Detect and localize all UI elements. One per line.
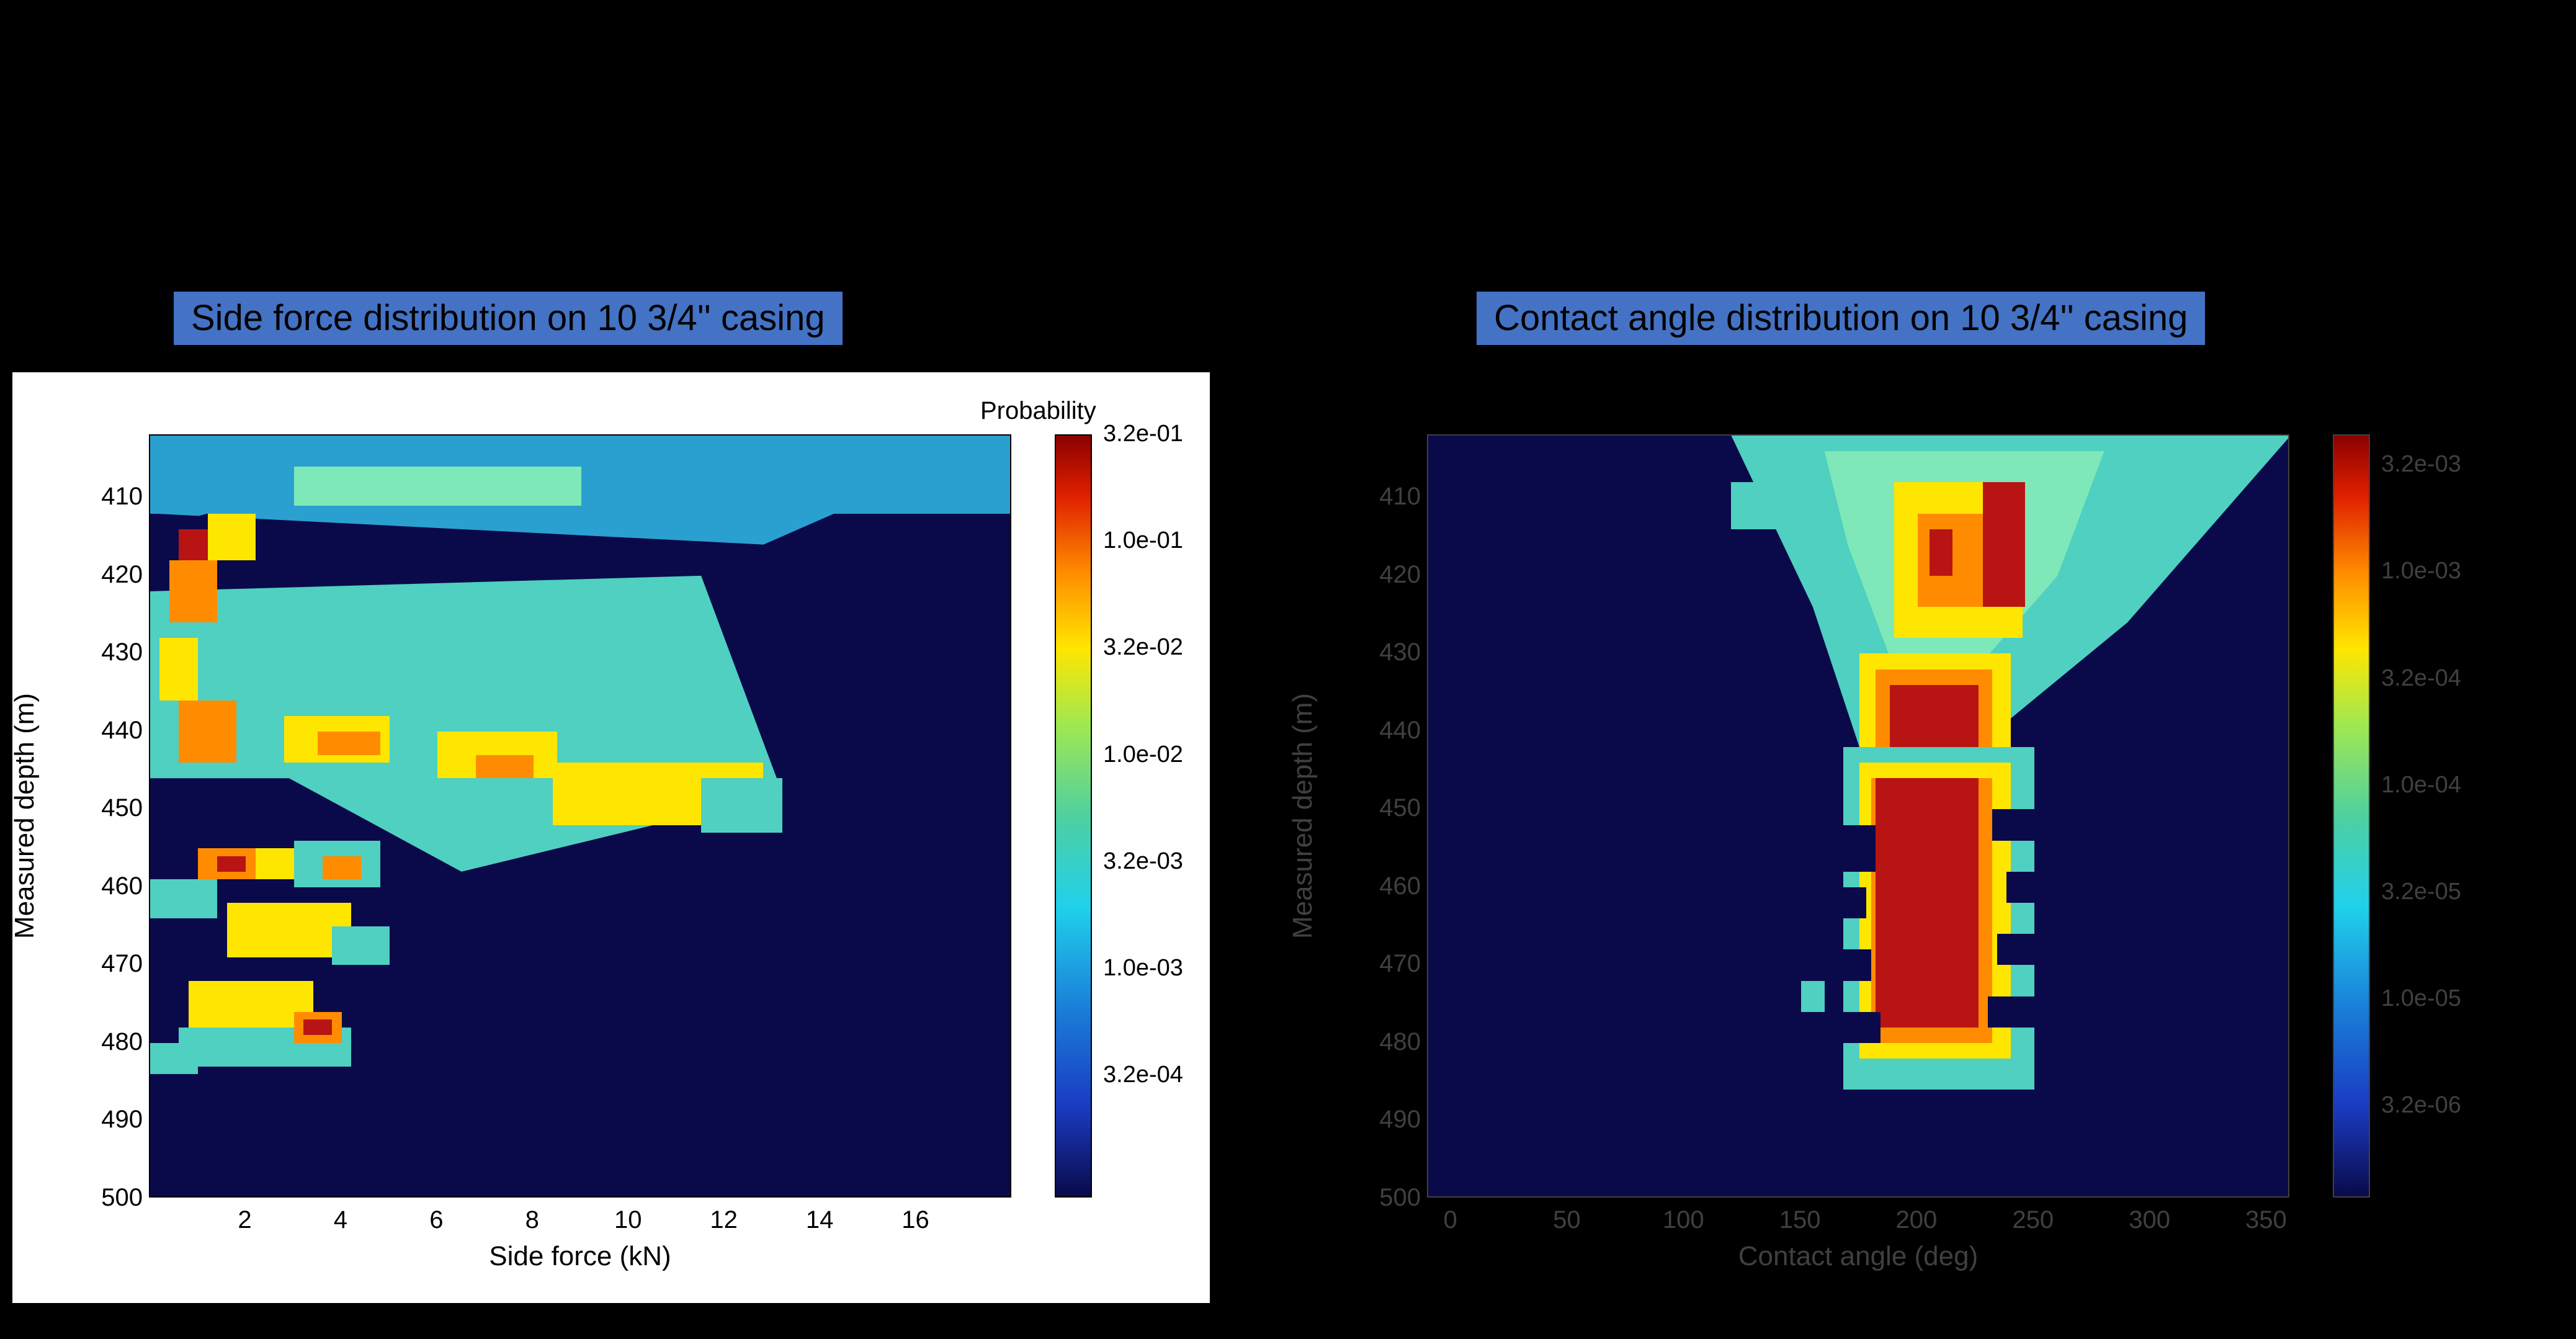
left-colorbar-title: Probability <box>980 397 1096 425</box>
left-ytick: 420 <box>81 561 143 589</box>
left-cb-tick: 1.0e-03 <box>1103 955 1183 982</box>
right-xtick: 300 <box>2125 1206 2175 1234</box>
right-ytick: 500 <box>1359 1184 1421 1212</box>
right-ytick: 470 <box>1359 950 1421 978</box>
right-cb-tick: 1.0e-05 <box>2381 985 2461 1012</box>
right-ytick: 490 <box>1359 1106 1421 1134</box>
right-ylabel: Measured depth (m) <box>1287 693 1318 939</box>
right-ytick: 430 <box>1359 638 1421 666</box>
right-cb-tick: 3.2e-03 <box>2381 451 2461 478</box>
left-cb-tick: 1.0e-01 <box>1103 527 1183 554</box>
left-xlabel: Side force (kN) <box>444 1241 717 1272</box>
right-ytick: 440 <box>1359 717 1421 745</box>
right-panel-title: Contact angle distribution on 10 3/4'' c… <box>1477 292 2205 345</box>
right-cb-tick: 3.2e-05 <box>2381 879 2461 905</box>
left-xtick: 10 <box>603 1206 653 1234</box>
left-colorbar <box>1055 434 1092 1198</box>
left-ytick: 440 <box>81 717 143 745</box>
left-xtick: 12 <box>699 1206 749 1234</box>
right-colorbar <box>2333 434 2370 1198</box>
right-cb-tick: 1.0e-04 <box>2381 772 2461 799</box>
right-xtick: 200 <box>1892 1206 1941 1234</box>
left-cb-tick: 3.2e-01 <box>1103 421 1183 447</box>
right-xtick: 250 <box>2008 1206 2058 1234</box>
right-xtick: 100 <box>1658 1206 1708 1234</box>
right-xtick: 350 <box>2241 1206 2291 1234</box>
right-ytick: 460 <box>1359 872 1421 900</box>
left-ytick: 490 <box>81 1106 143 1134</box>
right-cb-tick: 3.2e-04 <box>2381 665 2461 692</box>
left-ytick: 470 <box>81 950 143 978</box>
left-cb-tick: 1.0e-02 <box>1103 741 1183 768</box>
left-ytick: 410 <box>81 483 143 511</box>
right-xtick: 0 <box>1426 1206 1475 1234</box>
left-ytick: 430 <box>81 638 143 666</box>
right-xtick: 150 <box>1775 1206 1825 1234</box>
left-cb-tick: 3.2e-03 <box>1103 848 1183 875</box>
left-xtick: 16 <box>891 1206 941 1234</box>
right-xtick: 50 <box>1542 1206 1591 1234</box>
right-cb-tick: 1.0e-03 <box>2381 558 2461 584</box>
right-ytick: 410 <box>1359 483 1421 511</box>
right-ytick: 450 <box>1359 794 1421 822</box>
left-xtick: 8 <box>508 1206 557 1234</box>
left-cb-tick: 3.2e-04 <box>1103 1062 1183 1088</box>
right-axes <box>1427 434 2289 1198</box>
right-ytick: 480 <box>1359 1028 1421 1056</box>
right-cb-tick: 3.2e-06 <box>2381 1092 2461 1119</box>
left-axes <box>149 434 1011 1198</box>
left-ytick: 500 <box>81 1184 143 1212</box>
right-ytick: 420 <box>1359 561 1421 589</box>
figure-canvas: Side force distribution on 10 3/4'' casi… <box>0 0 2576 1339</box>
left-heatmap <box>150 436 1010 1196</box>
left-xtick: 14 <box>795 1206 844 1234</box>
left-xtick: 6 <box>411 1206 461 1234</box>
left-panel-title: Side force distribution on 10 3/4'' casi… <box>174 292 843 345</box>
right-xlabel: Contact angle (deg) <box>1722 1241 1995 1272</box>
left-ylabel: Measured depth (m) <box>9 693 40 939</box>
left-ytick: 480 <box>81 1028 143 1056</box>
left-xtick: 4 <box>316 1206 365 1234</box>
left-ytick: 450 <box>81 794 143 822</box>
right-heatmap <box>1428 436 2288 1196</box>
left-xtick: 2 <box>220 1206 269 1234</box>
left-cb-tick: 3.2e-02 <box>1103 634 1183 661</box>
left-ytick: 460 <box>81 872 143 900</box>
